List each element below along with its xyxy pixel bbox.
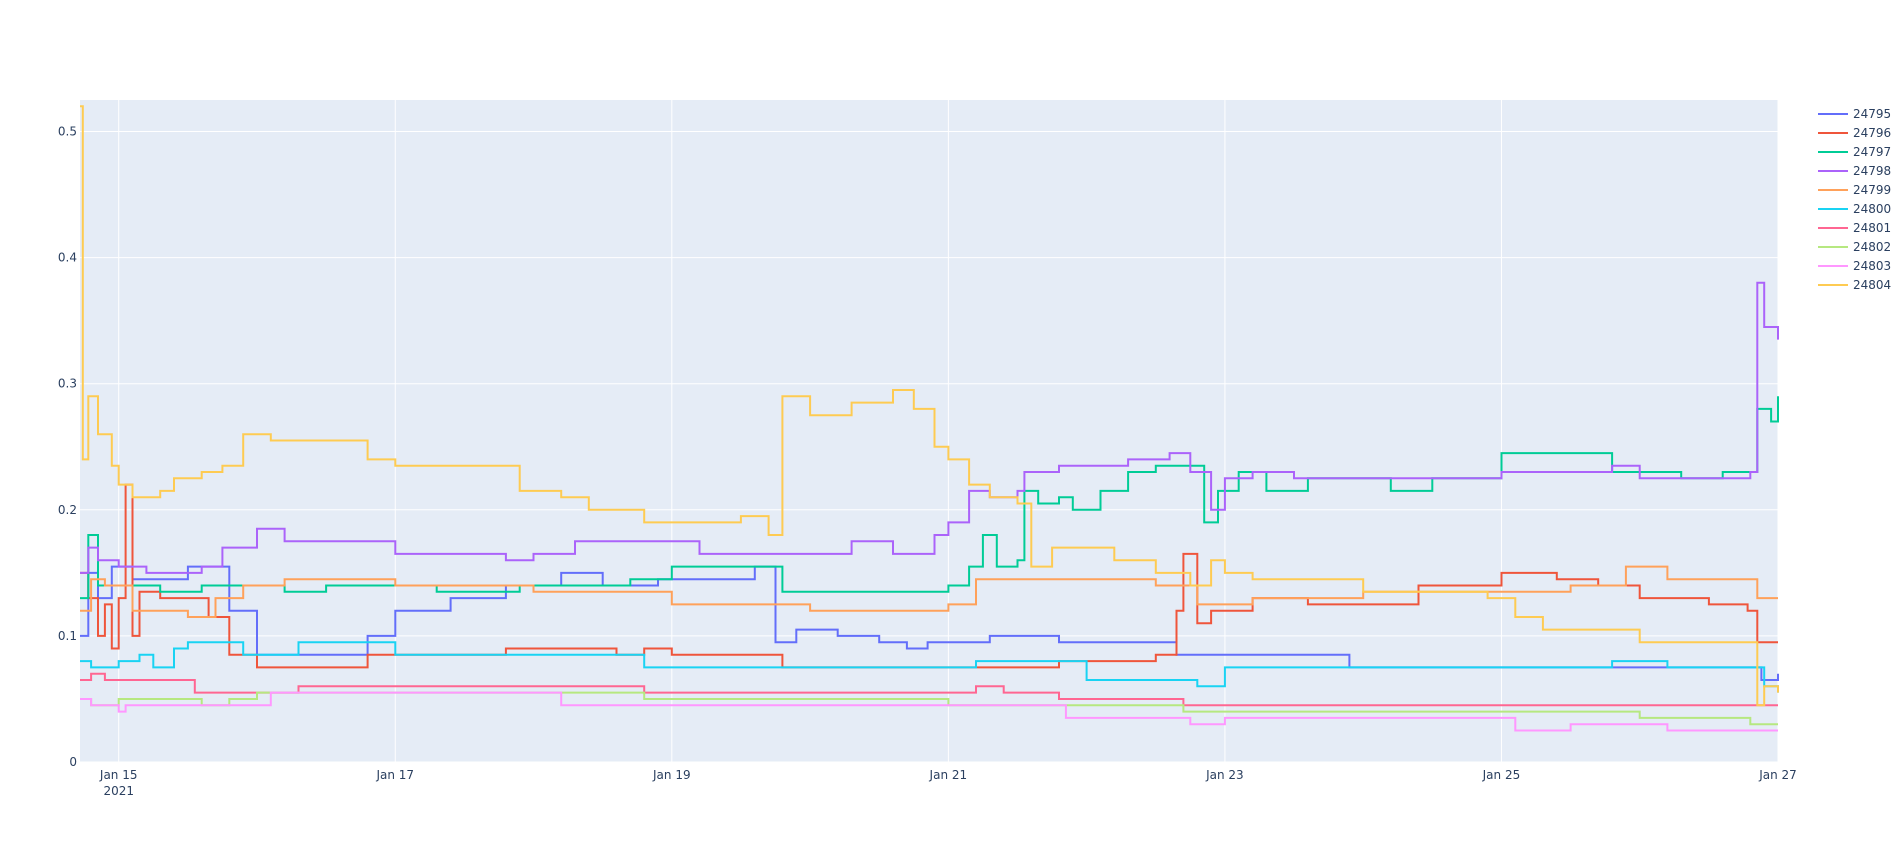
y-tick-label: 0.3 [58, 377, 77, 391]
y-axis: 0 0.1 0.2 0.3 0.4 0.5 [58, 125, 77, 769]
legend-item-24797[interactable]: 24797 [1818, 145, 1891, 159]
series-line-24803 [80, 691, 1778, 732]
series-line-24798 [80, 281, 1779, 574]
legend-item-24802[interactable]: 24802 [1818, 240, 1891, 254]
series-line-24802 [80, 691, 1778, 726]
y-tick-label: 0 [69, 755, 77, 769]
legend-label: 24797 [1853, 145, 1891, 159]
legend-item-24795[interactable]: 24795 [1818, 107, 1891, 121]
y-tick-label: 0.4 [58, 251, 77, 265]
legend-label: 24803 [1853, 259, 1891, 273]
x-tick-label: Jan 23 [1205, 768, 1244, 782]
legend-item-24799[interactable]: 24799 [1818, 183, 1891, 197]
y-tick-label: 0.1 [58, 629, 77, 643]
x-tick-sublabel: 2021 [103, 784, 134, 798]
y-tick-label: 0.2 [58, 503, 77, 517]
legend-label: 24795 [1853, 107, 1891, 121]
x-tick-label: Jan 21 [929, 768, 968, 782]
legend-label: 24802 [1853, 240, 1891, 254]
series-line-24804 [80, 105, 1779, 707]
series-line-24797 [80, 396, 1779, 600]
x-tick-label: Jan 27 [1758, 768, 1797, 782]
legend-item-24796[interactable]: 24796 [1818, 126, 1891, 140]
legend-item-24803[interactable]: 24803 [1818, 259, 1891, 273]
grid [80, 100, 1779, 763]
x-tick-label: Jan 17 [375, 768, 414, 782]
series-line-24799 [80, 565, 1778, 618]
legend-item-24798[interactable]: 24798 [1818, 164, 1891, 178]
legend-label: 24800 [1853, 202, 1891, 216]
x-tick-label: Jan 15 [99, 768, 138, 782]
series-line-24800 [80, 641, 1779, 693]
legend-label: 24798 [1853, 164, 1891, 178]
x-tick-label: Jan 19 [652, 768, 691, 782]
legend: 24795 24796 24797 24798 24799 24800 24801 24802… [1818, 107, 1891, 292]
legend-item-24804[interactable]: 24804 [1818, 278, 1891, 292]
legend-label: 24796 [1853, 126, 1891, 140]
plot-background [80, 100, 1778, 762]
y-tick-label: 0.5 [58, 125, 77, 139]
legend-label: 24799 [1853, 183, 1891, 197]
series-line-24801 [80, 672, 1778, 707]
series-lines [80, 105, 1779, 732]
legend-label: 24801 [1853, 221, 1891, 235]
x-tick-label: Jan 25 [1482, 768, 1521, 782]
x-axis: Jan 15 2021 Jan 17 Jan 19 Jan 21 Jan 23 Jan 25… [99, 768, 1797, 798]
legend-label: 24804 [1853, 278, 1891, 292]
legend-item-24801[interactable]: 24801 [1818, 221, 1891, 235]
legend-item-24800[interactable]: 24800 [1818, 202, 1891, 216]
series-line-24796 [80, 483, 1778, 669]
